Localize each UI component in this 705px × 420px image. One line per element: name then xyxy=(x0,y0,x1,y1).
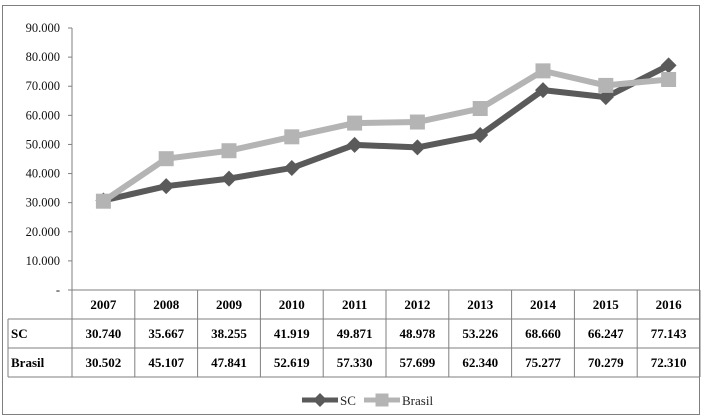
table-value-cell: 53.226 xyxy=(462,326,498,341)
y-tick-label: - xyxy=(56,283,60,297)
x-tick-label: 2014 xyxy=(530,297,557,312)
table-series-name: Brasil xyxy=(11,355,45,370)
table-value-cell: 41.919 xyxy=(274,326,310,341)
x-tick-label: 2011 xyxy=(342,297,367,312)
x-tick-label: 2009 xyxy=(216,297,243,312)
data-point-sc xyxy=(660,57,677,74)
series-line-sc xyxy=(102,62,670,204)
data-point-brasil xyxy=(284,129,300,145)
y-tick-label: 10.000 xyxy=(26,254,60,268)
table-value-cell: 47.841 xyxy=(211,355,247,370)
table-value-cell: 75.277 xyxy=(525,355,561,370)
data-point-sc xyxy=(346,136,363,153)
table-value-cell: 77.143 xyxy=(651,326,687,341)
legend-marker-brasil xyxy=(375,393,389,407)
series-line-brasil xyxy=(101,67,669,204)
x-tick-label: 2016 xyxy=(656,297,683,312)
x-tick-label: 2007 xyxy=(90,297,117,312)
x-tick-label: 2013 xyxy=(467,297,494,312)
x-tick-label: 2012 xyxy=(404,297,430,312)
y-tick-label: 80.000 xyxy=(26,50,60,64)
data-point-brasil xyxy=(472,101,488,117)
data-point-brasil xyxy=(598,77,614,93)
legend-label: Brasil xyxy=(402,393,433,408)
data-point-sc xyxy=(283,159,300,176)
table-value-cell: 49.871 xyxy=(337,326,373,341)
table-series-name: SC xyxy=(11,326,28,341)
data-point-brasil xyxy=(535,63,551,79)
data-point-sc xyxy=(597,89,614,106)
table-value-cell: 38.255 xyxy=(211,326,247,341)
y-tick-label: 50.000 xyxy=(26,137,60,151)
y-tick-label: 20.000 xyxy=(26,225,60,239)
table-value-cell: 57.699 xyxy=(400,355,436,370)
table-value-cell: 72.310 xyxy=(651,355,687,370)
table-value-cell: 48.978 xyxy=(400,326,436,341)
legend-label: SC xyxy=(340,393,356,408)
data-point-sc xyxy=(221,170,237,187)
y-tick-label: 40.000 xyxy=(26,167,60,181)
data-point-brasil xyxy=(95,193,111,209)
data-point-brasil xyxy=(221,143,237,159)
data-point-sc xyxy=(535,82,551,99)
data-point-brasil xyxy=(158,151,174,167)
table-value-cell: 35.667 xyxy=(148,326,184,341)
data-point-brasil xyxy=(347,115,363,131)
table-value-cell: 30.502 xyxy=(86,355,122,370)
data-point-brasil xyxy=(661,71,677,87)
y-tick-label: 90.000 xyxy=(26,21,60,35)
table-value-cell: 68.660 xyxy=(525,326,561,341)
table-value-cell: 66.247 xyxy=(588,326,624,341)
x-tick-label: 2015 xyxy=(593,297,620,312)
x-tick-label: 2008 xyxy=(153,297,180,312)
table-value-cell: 30.740 xyxy=(86,326,122,341)
data-point-sc xyxy=(472,127,489,144)
table-value-cell: 45.107 xyxy=(148,355,184,370)
data-point-sc xyxy=(409,139,426,156)
table-value-cell: 52.619 xyxy=(274,355,310,370)
y-tick-label: 70.000 xyxy=(26,79,60,93)
legend-marker-sc xyxy=(313,393,327,407)
x-tick-label: 2010 xyxy=(279,297,305,312)
y-tick-label: 60.000 xyxy=(26,108,60,122)
table-value-cell: 57.330 xyxy=(337,355,373,370)
data-point-sc xyxy=(158,178,175,195)
data-point-brasil xyxy=(409,114,425,130)
y-tick-label: 30.000 xyxy=(26,196,60,210)
table-value-cell: 70.279 xyxy=(588,355,624,370)
table-value-cell: 62.340 xyxy=(462,355,498,370)
chart-frame xyxy=(2,5,700,415)
